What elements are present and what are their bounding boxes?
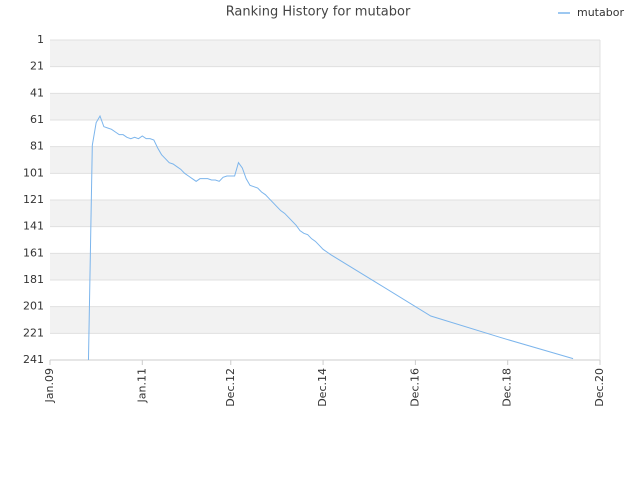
- x-tick-label: Jan.11: [135, 368, 148, 403]
- chart-title: Ranking History for mutabor: [226, 5, 411, 20]
- grid-band: [50, 306, 600, 334]
- x-tick-label: Jan.09: [43, 368, 56, 403]
- y-tick-label: 101: [23, 166, 44, 179]
- grid-band: [50, 40, 600, 67]
- series-line: [87, 114, 574, 361]
- x-tick-label: Dec.18: [501, 368, 514, 407]
- y-tick-label: 221: [23, 326, 44, 339]
- grid-band: [50, 253, 600, 280]
- legend-label: mutabor: [577, 6, 624, 19]
- y-tick-label: 41: [30, 86, 44, 99]
- y-tick-label: 241: [23, 353, 44, 366]
- x-tick-label: Dec.20: [593, 368, 606, 407]
- y-tick-label: 1: [37, 33, 44, 46]
- y-tick-label: 181: [23, 273, 44, 286]
- y-tick-label: 141: [23, 220, 44, 233]
- x-tick-label: Dec.16: [408, 368, 421, 407]
- y-tick-label: 21: [30, 60, 44, 73]
- y-tick-label: 61: [30, 113, 44, 126]
- grid-band: [50, 93, 600, 120]
- y-tick-label: 201: [23, 300, 44, 313]
- y-tick-label: 81: [30, 140, 44, 153]
- y-tick-label: 161: [23, 246, 44, 259]
- y-tick-label: 121: [23, 193, 44, 206]
- x-tick-label: Dec.14: [316, 368, 329, 407]
- grid-band: [50, 146, 600, 174]
- grid-band: [50, 200, 600, 227]
- x-tick-label: Dec.12: [224, 368, 237, 407]
